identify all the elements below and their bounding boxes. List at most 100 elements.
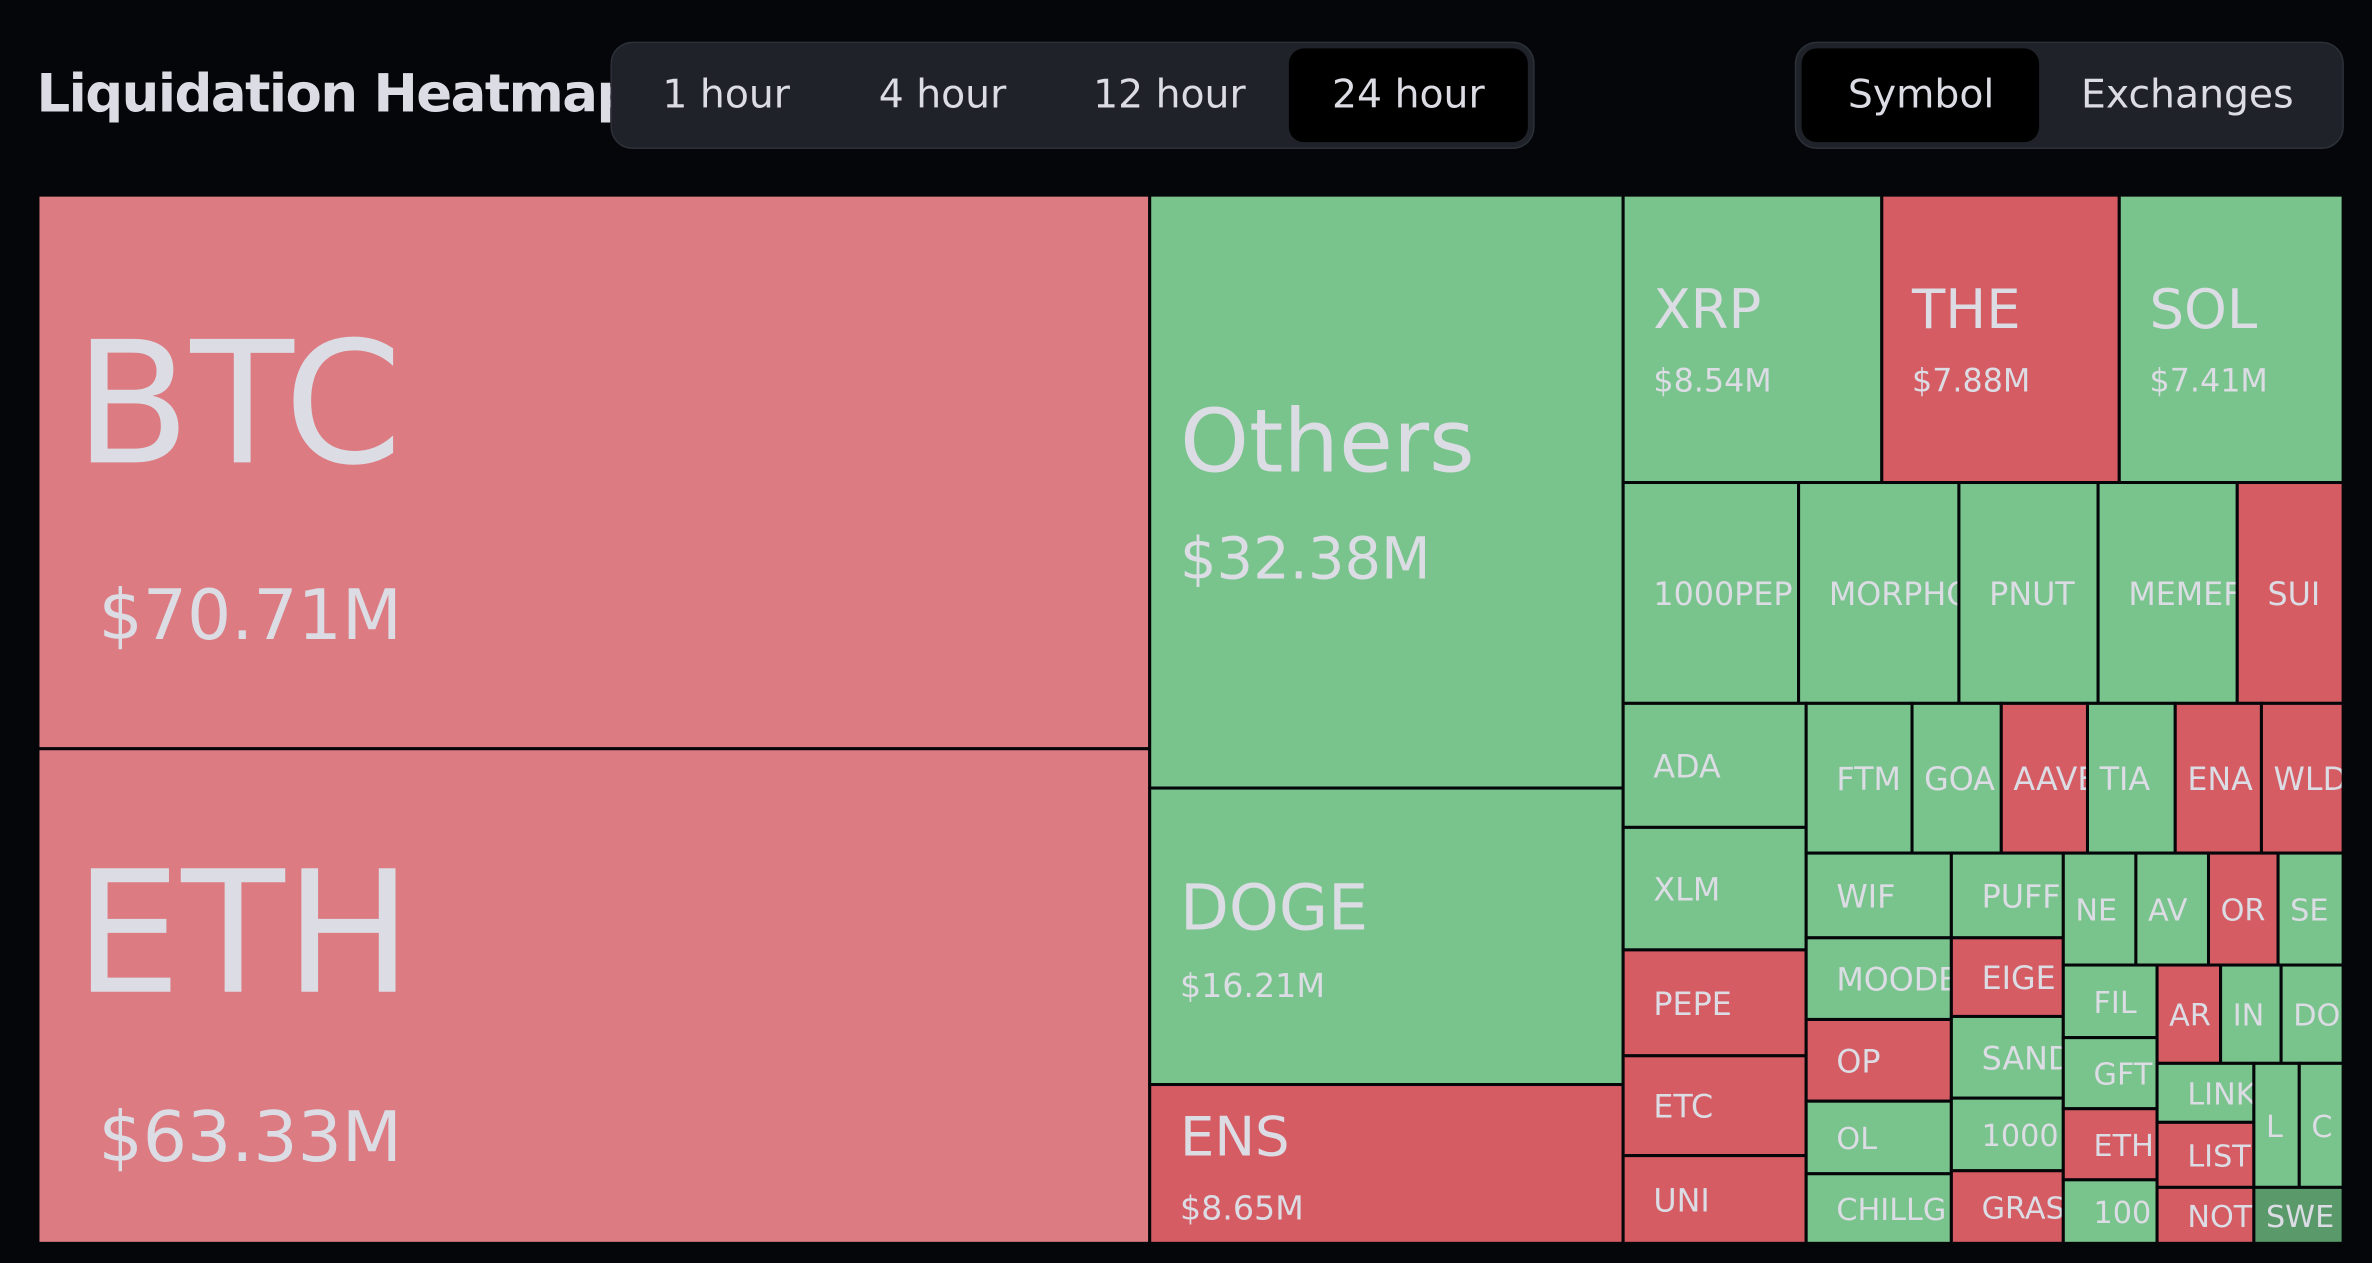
tile-value: $70.71M [98, 575, 401, 656]
tile-label: Others [1180, 391, 1475, 493]
tile-text: IN [2233, 999, 2265, 1034]
tile-text: OP [1836, 1044, 1880, 1080]
tile[interactable] [2061, 851, 2138, 967]
tile[interactable] [2297, 1061, 2345, 1189]
treemap: BTC $70.71M ETH $63.33M Others $32.38M DOGE $16… [36, 193, 2345, 1245]
tile-label: ETH [2094, 1129, 2154, 1164]
tile[interactable] [1797, 480, 1961, 705]
tile[interactable] [1621, 193, 1884, 485]
tile-text: MOODE [1836, 963, 1958, 999]
tile[interactable] [2117, 193, 2345, 485]
tile[interactable] [2276, 851, 2345, 967]
tile-label: MORPHO [1829, 577, 1971, 613]
tile-text: MORPHO [1829, 577, 1971, 613]
tile[interactable] [1957, 480, 2100, 705]
tile-text: ETH [2094, 1129, 2154, 1164]
tile-label: FTM [1836, 762, 1901, 798]
tile-label: SUI [2267, 577, 2320, 613]
tile-label: SAND [1982, 1041, 2073, 1077]
tile[interactable] [36, 193, 1152, 751]
tile[interactable] [2279, 963, 2345, 1065]
tile-value: $32.38M [1180, 525, 1431, 592]
tile[interactable] [1148, 1083, 1625, 1245]
tile-text: PUFF [1982, 879, 2061, 915]
tile-text: SUI [2267, 577, 2320, 613]
tile-text: PEPE [1653, 987, 1731, 1023]
tile[interactable] [36, 747, 1152, 1245]
tile-label: OP [1836, 1044, 1880, 1080]
tile-label: MOODE [1836, 963, 1958, 999]
tile-text: 100 [2094, 1196, 2152, 1231]
tile-label: FIL [2094, 986, 2137, 1021]
tile[interactable] [1880, 193, 2121, 485]
tile-value: $63.33M [98, 1097, 401, 1178]
tile[interactable] [1804, 1017, 1953, 1103]
tile-text: THE $7.88M [1911, 277, 2030, 399]
tile[interactable] [1621, 1154, 1808, 1245]
tile[interactable] [1949, 1096, 2065, 1173]
active-tab [1288, 48, 1528, 143]
tile[interactable] [2155, 1120, 2256, 1189]
tile-text: Others $32.38M [1180, 391, 1475, 593]
tile-text: WLD [2274, 762, 2342, 798]
tile-text: OL [1836, 1122, 1877, 1157]
tile[interactable] [1621, 480, 1801, 705]
tile-text: FIL [2094, 986, 2137, 1021]
tile-label: ADA [1653, 749, 1721, 785]
tile-label: SE [2290, 894, 2328, 929]
tile-text: SE [2290, 894, 2328, 929]
tile-text: OR [2221, 894, 2266, 929]
tile-text: UNI [1653, 1183, 1709, 1219]
time-tab[interactable]: 24 hour [1332, 72, 1485, 117]
tile-text: 1000 [1982, 1119, 2059, 1154]
tile-text: SWE [2266, 1200, 2334, 1235]
tile-text: BTC $70.71M [74, 305, 402, 656]
time-tab[interactable]: 1 hour [662, 72, 790, 117]
time-tab[interactable]: 12 hour [1093, 72, 1246, 117]
tile[interactable] [2085, 701, 2177, 855]
tile-label: LIST [2187, 1139, 2251, 1174]
tile-text: SAND [1982, 1041, 2073, 1077]
tile-label: 1000 [1982, 1119, 2059, 1154]
view-tab[interactable]: Exchanges [2081, 72, 2294, 117]
tile-label: PNUT [1989, 577, 2075, 613]
tile-text: AR [2169, 999, 2211, 1034]
view-tab[interactable]: Symbol [1848, 72, 1994, 117]
title: Liquidation Heatmap [36, 63, 632, 124]
tile-value: $7.88M [1912, 364, 2030, 400]
tile-text: LIST [2187, 1139, 2251, 1174]
tile-label: OL [1836, 1122, 1877, 1157]
tile-text: XRP $8.54M [1653, 277, 1771, 399]
tile-text: GOA [1924, 762, 1995, 798]
tile-label: MEMEF [2128, 577, 2241, 613]
tile[interactable] [1804, 1172, 1953, 1245]
tile-label: DO [2293, 999, 2340, 1034]
tile-text: GRAS [1982, 1192, 2062, 1227]
tile-text: C [2311, 1110, 2332, 1145]
tile-text: SOL $7.41M [2150, 277, 2268, 399]
tile[interactable] [1804, 1099, 1953, 1176]
tile-value: $8.65M [1180, 1189, 1304, 1228]
tile[interactable] [2155, 1185, 2256, 1245]
tile[interactable] [1804, 851, 1953, 940]
tile-label: OR [2221, 894, 2266, 929]
tile-label: 1000PEP [1653, 577, 1792, 613]
tile[interactable] [2259, 701, 2345, 855]
tile-label: SOL [2150, 277, 2258, 341]
tile-label: ETC [1653, 1090, 1713, 1126]
tile[interactable] [1621, 1054, 1808, 1158]
time-tab[interactable]: 4 hour [879, 72, 1007, 117]
tile-text: DOGE $16.21M [1180, 871, 1368, 1006]
tile-label: UNI [1653, 1183, 1709, 1219]
tile[interactable] [1621, 701, 1808, 829]
tile[interactable] [1949, 1169, 2065, 1245]
tile[interactable] [1804, 936, 1953, 1021]
tile[interactable] [1621, 825, 1808, 952]
tile[interactable] [2134, 851, 2211, 967]
tile[interactable] [1949, 936, 2065, 1018]
tile[interactable] [2252, 1185, 2345, 1245]
tile[interactable] [2206, 851, 2280, 967]
tile-text: ENS $8.65M [1180, 1105, 1304, 1228]
